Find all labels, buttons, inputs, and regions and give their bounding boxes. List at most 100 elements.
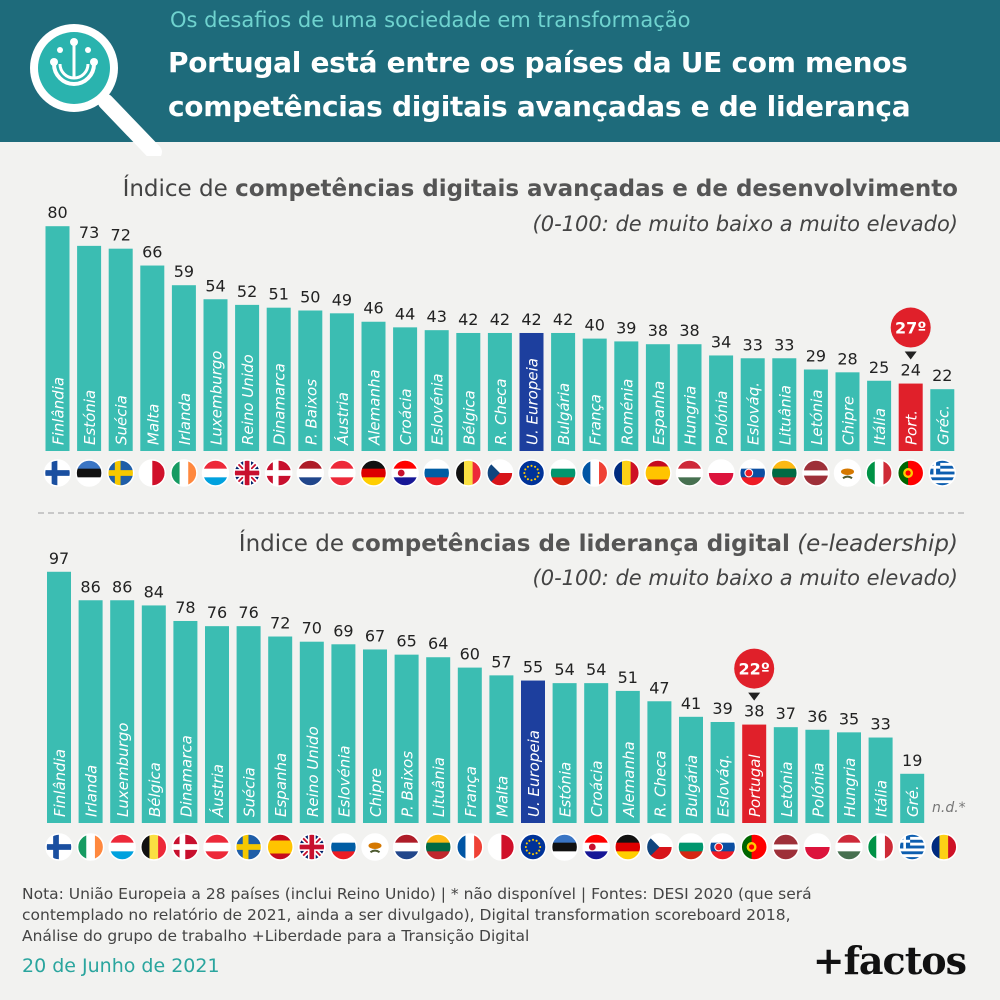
value-label: 33 [774,335,794,354]
category-label: Letónia [778,761,796,817]
chart2-bars: 97 Finlândia 86 Irlanda 86 Luxemburgo 84 Bélgic… [45,549,958,861]
value-label: 43 [427,307,447,326]
value-label: 29 [806,347,826,366]
bar [171,285,196,451]
value-label: 41 [681,694,701,713]
value-label: 51 [618,668,638,687]
flag-nl-icon [296,459,325,487]
flag-it-icon [865,459,893,487]
magnifier-circuit-icon [30,24,162,156]
value-label: 55 [523,658,543,677]
rank-label: 22º [739,660,770,679]
bar [615,690,640,823]
category-label: P. Baixos [302,379,320,445]
category-label: Hungria [682,386,700,445]
flag-mt-icon [487,833,516,861]
bar [773,727,798,823]
value-label: 54 [205,276,225,295]
flag-si-icon [422,459,451,487]
flag-ie-icon [170,459,198,487]
value-label: 78 [175,598,195,617]
bar [898,383,923,451]
value-label: 49 [332,290,352,309]
bar [78,600,103,823]
value-label: 67 [365,626,385,645]
flag-ie-icon [76,833,105,861]
flag-se-icon [106,459,135,487]
value-label: 34 [711,332,731,351]
category-label: Finlândia [50,377,68,445]
value-label: 86 [112,577,132,596]
flag-ro-icon [612,459,641,487]
value-label: 24 [901,361,921,380]
bar [835,372,860,451]
value-label: 39 [616,318,636,337]
flag-cz-icon [486,459,514,487]
value-label: 86 [80,577,100,596]
flag-de-icon [359,459,388,487]
value-label: 76 [238,603,258,622]
portugal-rank-pin: 27º [890,307,931,360]
category-label: R. Checa [492,378,510,445]
category-label: Luxemburgo [114,723,132,817]
value-label: 70 [302,619,322,638]
bar [645,344,670,451]
bar [679,716,703,823]
bar [868,737,893,823]
bar [677,344,702,451]
value-label: 42 [521,310,541,329]
value-label: 73 [79,223,99,242]
flag-dk-icon [171,833,200,861]
chart2-title: Índice de competências de liderança digi… [239,531,958,557]
category-label: Irlanda [83,765,101,817]
flag-sk-icon [708,833,737,861]
flag-hu-icon [835,833,863,861]
value-label: 72 [270,614,290,633]
bar [299,641,324,823]
category-label: Espanha [272,753,290,817]
flag-cz-icon [645,833,674,861]
bar [235,304,260,451]
flag-si-icon [329,833,358,861]
value-label: 80 [47,203,67,222]
publish-date: 20 de Junho de 2021 [22,955,220,977]
value-label: 60 [460,645,480,664]
flag-gr-icon [898,833,926,861]
chart2-title-italic: (e-leadership) [789,531,958,557]
bar [487,332,512,451]
category-label: Suécia [113,395,131,445]
bar [521,680,545,823]
value-label: 69 [333,621,353,640]
bar [519,332,544,451]
bar [551,332,576,451]
flag-es-icon [644,459,672,487]
category-label: Portugal [746,754,764,817]
value-label: 22 [932,366,952,385]
category-label: Bulgária [555,383,573,445]
value-label: 76 [207,603,227,622]
bar [329,313,354,451]
flag-nl-icon [392,833,421,861]
category-label: Luxemburgo [208,351,226,445]
footnote: Nota: União Europeia a 28 países (inclui… [22,885,812,945]
category-label: Reino Unido [239,354,257,445]
category-label: Gré. [904,785,922,817]
value-label: 40 [585,316,605,335]
chart2-subtitle: (0-100: de muito baixo a muito elevado) [532,566,958,590]
value-label: 42 [553,310,573,329]
flag-gb-icon [233,459,261,487]
bar [614,341,639,451]
flag-hu-icon [675,459,704,487]
category-label: Áustria [333,392,352,446]
bar [426,657,451,823]
flag-fr-icon [580,459,609,487]
category-label: Croácia [588,760,606,817]
bar [108,248,133,451]
flag-lu-icon [108,833,136,861]
category-label: Port. [903,410,921,445]
value-label: 39 [712,699,732,718]
value-label: 42 [458,310,478,329]
flag-mt-icon [138,459,167,487]
value-label: 38 [744,702,764,721]
flag-lu-icon [201,459,230,487]
